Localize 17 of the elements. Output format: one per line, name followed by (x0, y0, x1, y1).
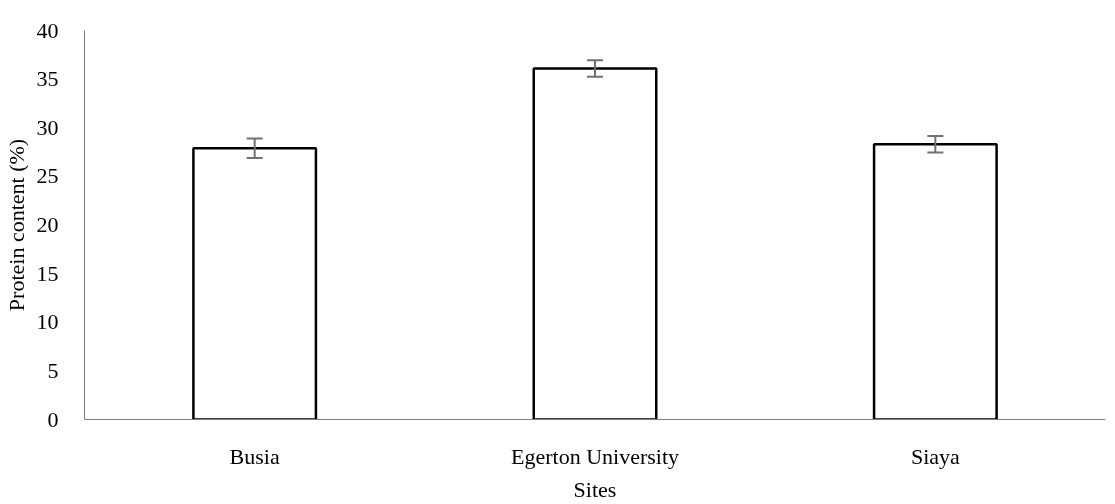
bar (192, 146, 318, 420)
y-tick-label: 35 (36, 66, 59, 92)
x-tick-label: Busia (229, 443, 280, 469)
y-tick-label: 5 (47, 357, 59, 383)
x-tick-label: Siaya (910, 443, 961, 469)
bar (532, 67, 658, 420)
x-tick-label: Egerton University (510, 443, 680, 469)
x-axis-title: Sites (573, 476, 617, 502)
y-axis-title: Protein content (%) (3, 138, 29, 312)
y-tick-label: 40 (36, 17, 59, 43)
y-tick-label: 10 (36, 309, 59, 335)
y-tick-label: 15 (36, 260, 59, 286)
bar (872, 143, 998, 420)
y-tick-label: 20 (36, 212, 59, 237)
y-tick-label: 0 (47, 406, 59, 432)
y-tick-label: 30 (36, 114, 59, 140)
y-tick-label: 25 (36, 163, 59, 189)
